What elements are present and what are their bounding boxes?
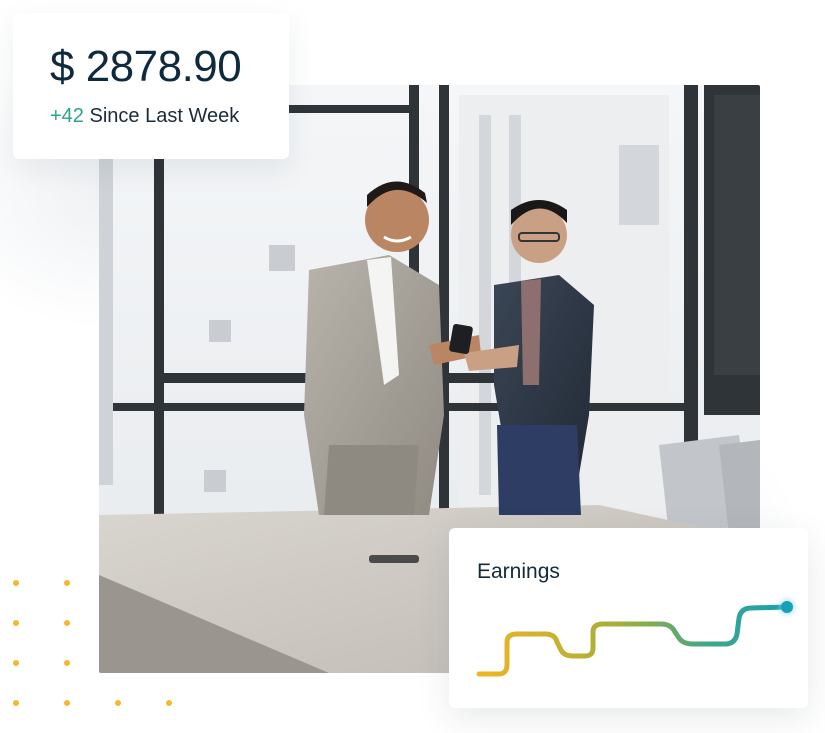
decor-dot (13, 580, 19, 586)
earnings-card: Earnings (449, 528, 808, 708)
earnings-sparkline (476, 599, 795, 677)
earnings-line-path (476, 604, 790, 677)
decor-dot (13, 700, 19, 706)
balance-change: +42 (50, 105, 84, 127)
earnings-title: Earnings (477, 560, 560, 583)
earnings-endpoint (781, 601, 793, 613)
balance-change-row: +42 Since Last Week (50, 105, 289, 128)
balance-since-label: Since Last Week (89, 105, 240, 127)
decor-dot (13, 660, 19, 666)
decor-dot (166, 700, 172, 706)
balance-amount: $ 2878.90 (50, 42, 242, 91)
decor-dot (64, 580, 70, 586)
decor-dot (64, 620, 70, 626)
decor-dot (13, 620, 19, 626)
balance-card: $ 2878.90 +42 Since Last Week (13, 13, 289, 159)
decor-dot (64, 660, 70, 666)
decor-dot (115, 700, 121, 706)
decor-dot (64, 700, 70, 706)
